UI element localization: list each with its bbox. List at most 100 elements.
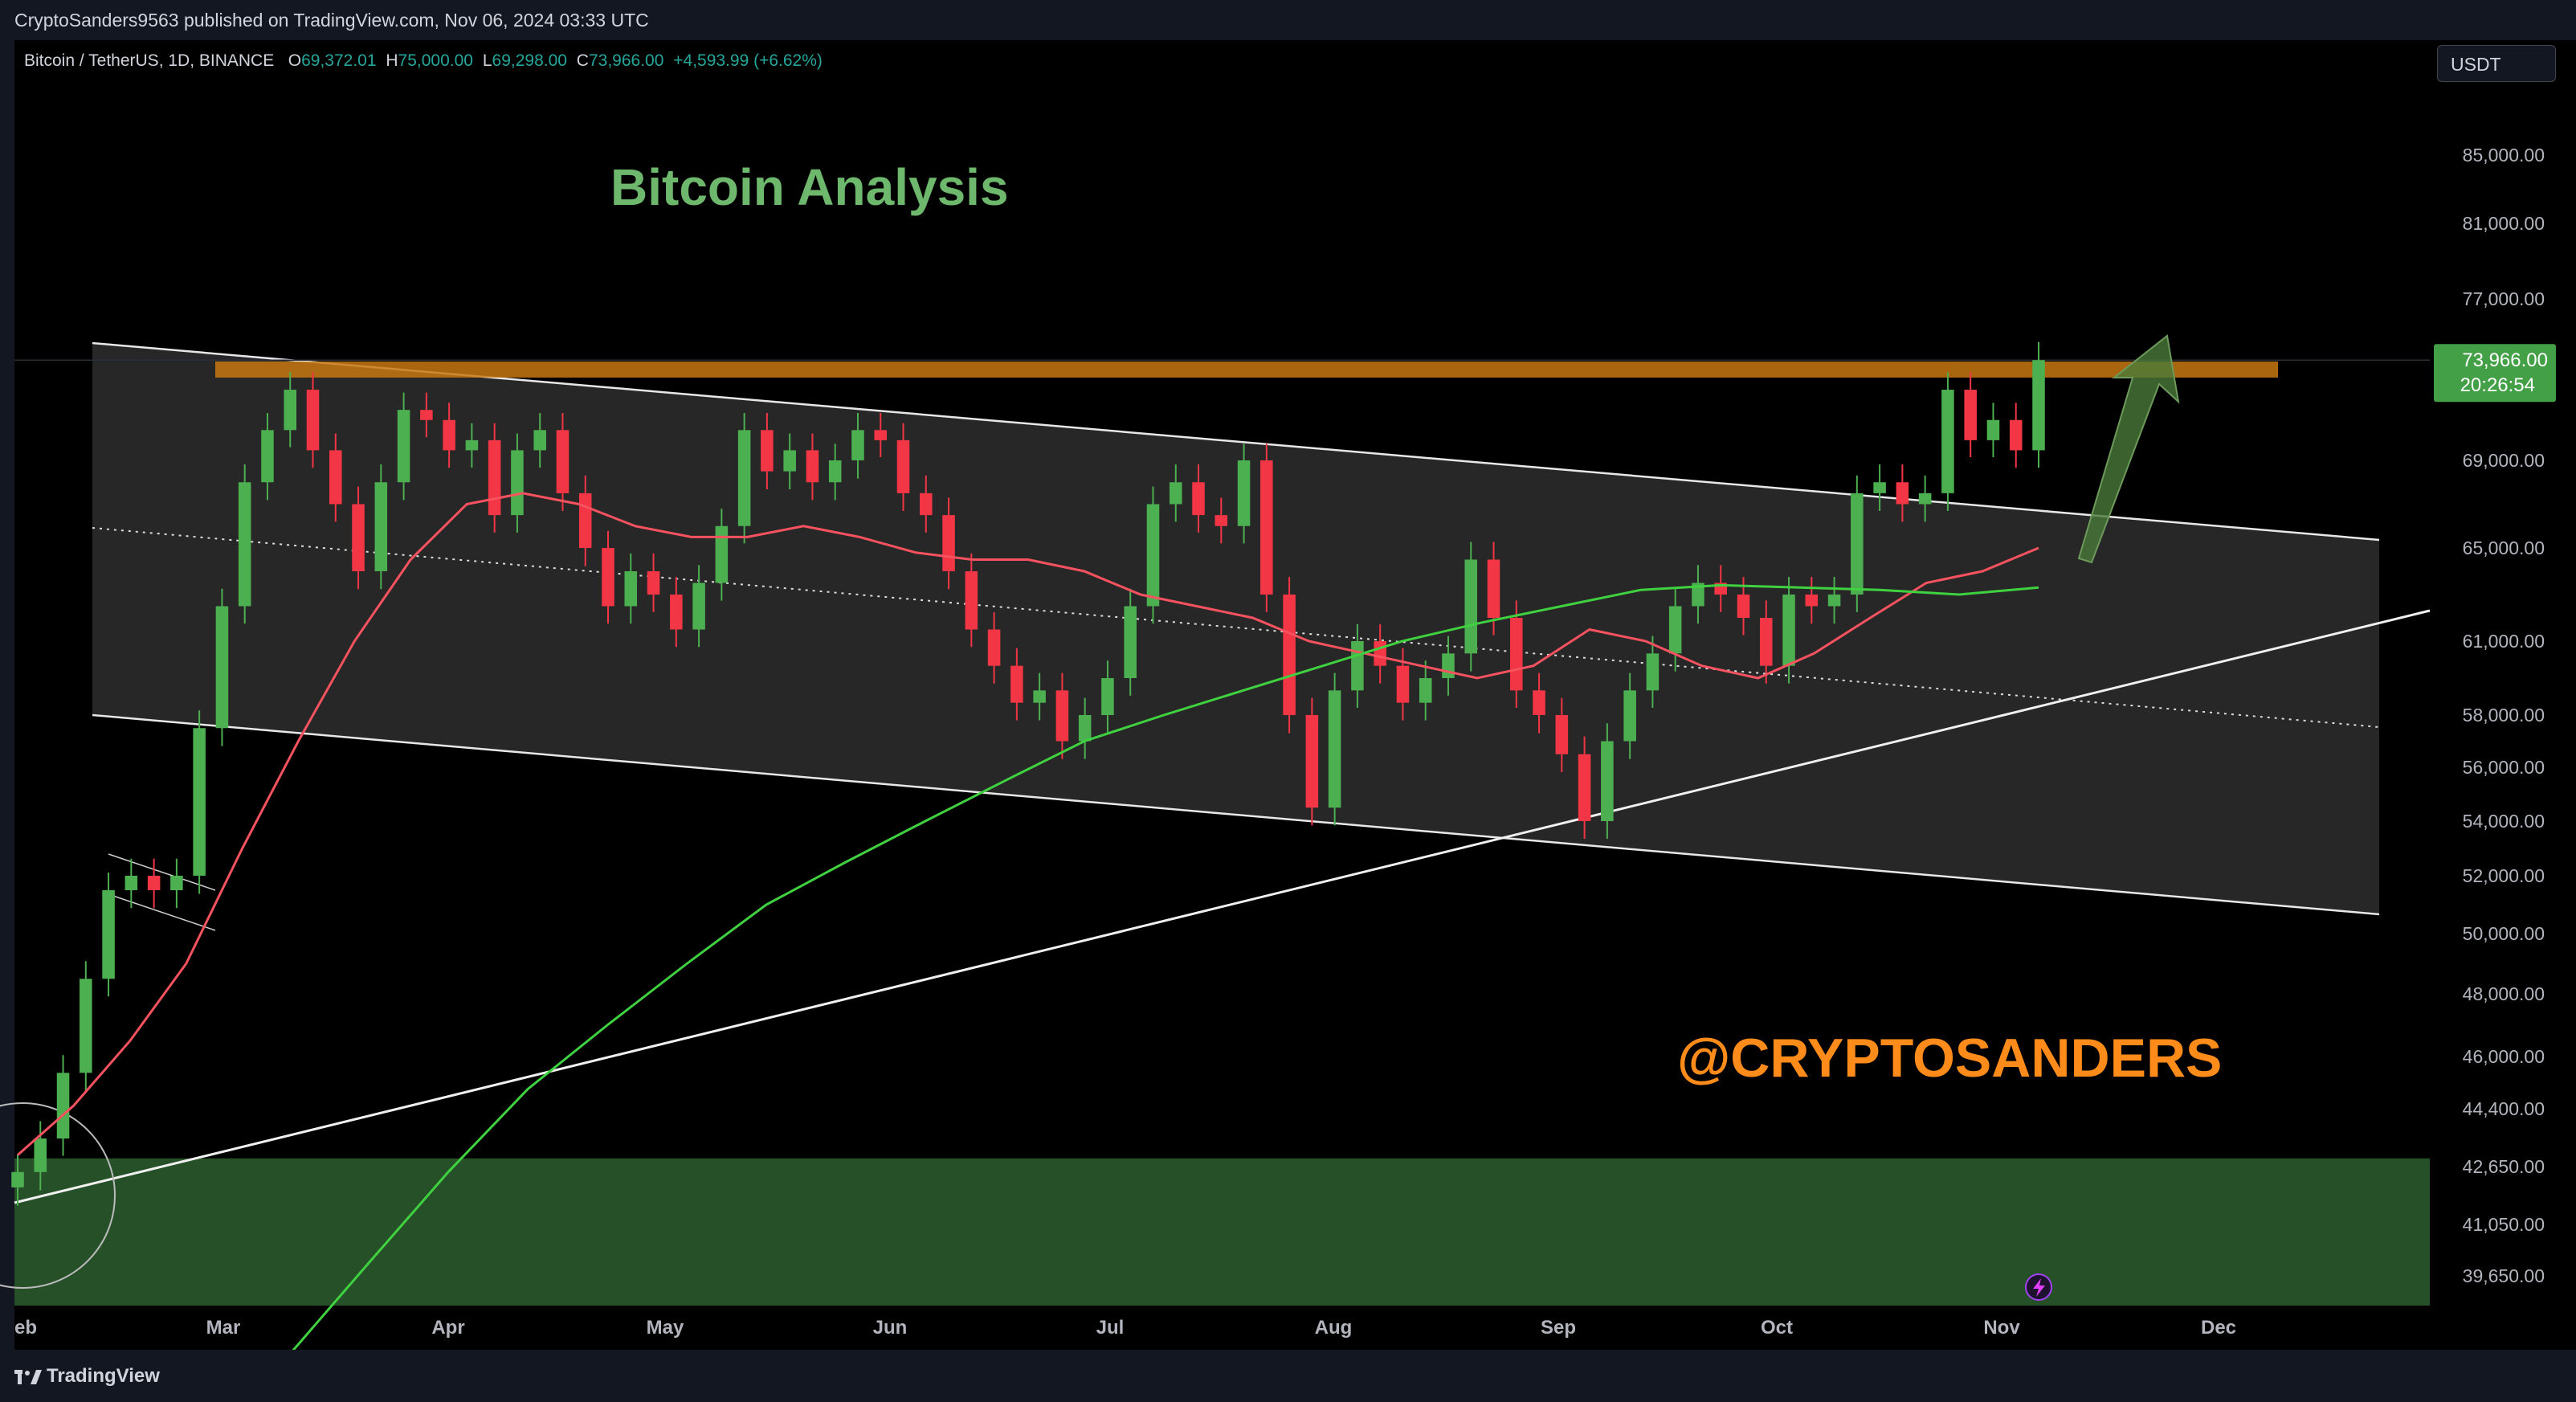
- price-tick-label: 50,000.00: [2463, 923, 2545, 944]
- price-tick-label: 65,000.00: [2463, 538, 2545, 558]
- candle-body: [397, 410, 410, 483]
- price-tick-label: 48,000.00: [2463, 983, 2545, 1004]
- candle-body: [1464, 559, 1478, 654]
- candle-body: [556, 430, 569, 493]
- low-label: L: [482, 51, 492, 70]
- candle-body: [1101, 678, 1114, 715]
- candle-body: [443, 419, 455, 451]
- candle-body: [1896, 482, 1909, 505]
- candle-body: [828, 460, 842, 483]
- candle-body: [1305, 715, 1319, 808]
- candle-body: [329, 450, 342, 505]
- footer-bar: [0, 1350, 2576, 1402]
- low-value: 69,298.00: [492, 51, 567, 70]
- flag-upper-line: [108, 853, 216, 891]
- candle-body: [193, 728, 206, 876]
- close-label: C: [576, 51, 589, 70]
- candle-body: [806, 450, 819, 483]
- candle-body: [1759, 618, 1773, 666]
- candle-body: [987, 629, 1001, 666]
- candle-body: [1055, 690, 1069, 742]
- price-tick-label: 61,000.00: [2463, 631, 2545, 652]
- candle-body: [1510, 618, 1523, 691]
- candle-body: [420, 410, 433, 420]
- candle-body: [56, 1073, 70, 1139]
- time-tick-label: Apr: [431, 1317, 464, 1339]
- candle-body: [1601, 741, 1614, 821]
- candle-body: [1782, 595, 1795, 666]
- ascending-trendline: [14, 609, 2431, 1204]
- price-tick-label: 39,650.00: [2463, 1265, 2545, 1286]
- candle-body: [102, 890, 115, 979]
- candle-body: [80, 979, 92, 1073]
- candle-body: [465, 439, 479, 451]
- price-tick-label: 54,000.00: [2463, 811, 2545, 832]
- candle-body: [261, 430, 274, 483]
- flag-lower-line: [108, 893, 216, 931]
- candle-body: [896, 439, 910, 493]
- price-tick-label: 81,000.00: [2463, 213, 2545, 234]
- price-tick-label: 85,000.00: [2463, 145, 2545, 166]
- breakout-arrow: [2077, 334, 2180, 564]
- candle-body: [602, 548, 614, 607]
- candle-body: [1124, 606, 1137, 678]
- currency-button[interactable]: USDT: [2437, 45, 2556, 82]
- candle-body: [1827, 595, 1841, 607]
- candle-body: [1646, 653, 1659, 691]
- high-value: 75,000.00: [398, 51, 473, 70]
- candle-body: [125, 876, 138, 890]
- candle-body: [34, 1138, 47, 1172]
- time-tick-label: Nov: [1983, 1317, 2020, 1339]
- price-tick-label: 42,650.00: [2463, 1156, 2545, 1177]
- ma-fast-line: [17, 492, 2039, 1156]
- countdown-label: 20:26:54: [2460, 374, 2535, 396]
- price-tick-label: 56,000.00: [2463, 757, 2545, 778]
- symbol-label: Bitcoin / TetherUS, 1D, BINANCE: [24, 51, 275, 70]
- tradingview-logo-icon: [14, 1369, 42, 1384]
- candle-body: [624, 571, 638, 607]
- candle-body: [1623, 690, 1636, 742]
- candle-body: [238, 482, 251, 607]
- price-tick-label: 77,000.00: [2463, 288, 2545, 309]
- candle-body: [2009, 419, 2023, 451]
- support-zone: [14, 1158, 2430, 1306]
- candle-body: [578, 493, 592, 548]
- candle-body: [715, 525, 729, 583]
- candle-body: [1964, 390, 1977, 440]
- candle-body: [284, 390, 297, 431]
- candle-body: [533, 430, 546, 451]
- candle-body: [1737, 595, 1750, 618]
- time-tick-label: eb: [14, 1317, 37, 1339]
- candle-body: [1010, 665, 1023, 703]
- candle-body: [147, 876, 161, 890]
- publisher-bar: CryptoSanders9563 published on TradingVi…: [0, 0, 2576, 40]
- candle-body: [1260, 460, 1273, 595]
- candle-body: [1283, 595, 1296, 715]
- candle-body: [1328, 690, 1341, 808]
- candle-body: [874, 430, 888, 440]
- candle-body: [1078, 715, 1092, 742]
- time-axis-ticks: eb Mar Apr May Jun Jul Aug Sep Oct Nov Dec: [14, 1317, 2236, 1339]
- candle-body: [1419, 678, 1432, 703]
- time-tick-label: Sep: [1541, 1317, 1576, 1339]
- candle-body: [1578, 754, 1591, 821]
- tradingview-brand-text: TradingView: [47, 1365, 160, 1387]
- candle-body: [1487, 559, 1500, 618]
- tradingview-brand: TradingView: [14, 1365, 160, 1388]
- price-tick-label: 69,000.00: [2463, 450, 2545, 471]
- candle-body: [1033, 690, 1046, 703]
- ma-slow-line: [288, 583, 2039, 1356]
- change-value: +4,593.99 (+6.62%): [673, 51, 823, 70]
- candle-body: [1533, 690, 1545, 715]
- candles: [11, 341, 2045, 1206]
- time-tick-label: Mar: [206, 1317, 241, 1339]
- candle-body: [647, 571, 660, 595]
- candle-body: [737, 430, 751, 526]
- candle-body: [1986, 419, 2000, 440]
- candle-body: [170, 876, 183, 890]
- candle-body: [374, 482, 388, 571]
- candle-body: [511, 450, 524, 516]
- candle-body: [1941, 390, 1954, 493]
- candle-body: [1692, 582, 1704, 607]
